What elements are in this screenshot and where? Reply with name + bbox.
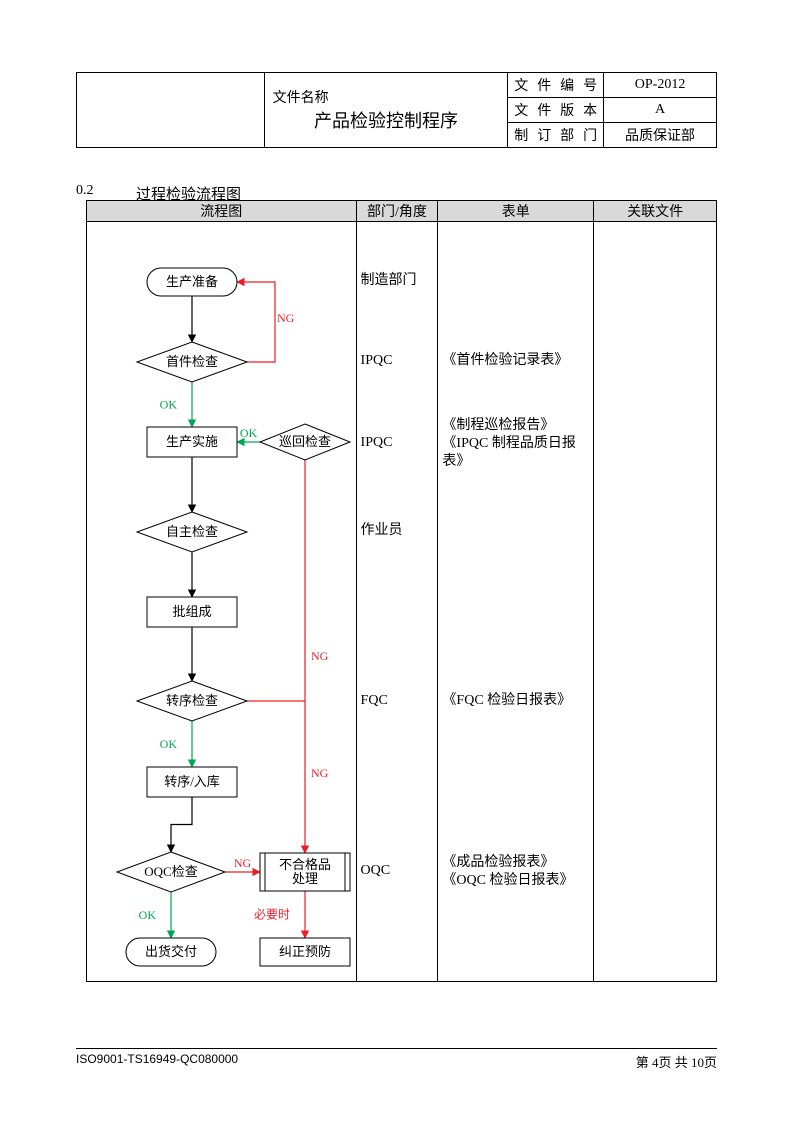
svg-text:NG: NG (277, 311, 295, 325)
svg-text:不合格品: 不合格品 (279, 857, 331, 872)
node-nc: 不合格品处理 (260, 853, 350, 891)
svg-text:OK: OK (160, 737, 178, 751)
flowchart: NG OK OK OK NG NG OK NG 必要时 生产准备首件检查生产实施 巡回检查自主检查批… (87, 222, 357, 982)
meta-value-0: OP-2012 (604, 73, 717, 98)
col-flow: 流程图 (87, 201, 357, 222)
dept-item: FQC (361, 692, 388, 710)
footer-left: ISO9001-TS16949-QC080000 (76, 1052, 238, 1066)
svg-text:NG: NG (311, 649, 329, 663)
form-item: 《FQC 检验日报表》 (442, 692, 571, 710)
svg-text:处理: 处理 (292, 871, 318, 886)
svg-text:首件检查: 首件检查 (166, 354, 218, 369)
node-self: 自主检查 (137, 512, 247, 552)
dept-cell: 制造部门 IPQC IPQC 作业员 FQC OQC (356, 222, 438, 982)
file-name-label: 文件名称 (271, 87, 502, 107)
svg-text:必要时: 必要时 (254, 908, 290, 922)
meta-label-1: 文件版本 (508, 98, 604, 123)
dept-item: 作业员 (361, 522, 403, 540)
section-number: 0.2 (76, 183, 94, 199)
svg-text:OK: OK (240, 426, 258, 440)
form-cell: 《首件检验记录表》《制程巡检报告》《IPQC 制程品质日报表》《FQC 检验日报… (438, 222, 594, 982)
node-patrol: 巡回检查 (260, 424, 350, 460)
svg-text:NG: NG (311, 766, 329, 780)
svg-text:转序/入库: 转序/入库 (164, 774, 220, 789)
svg-text:OQC检查: OQC检查 (144, 864, 197, 879)
doc-title: 产品检验控制程序 (271, 107, 502, 133)
node-impl: 生产实施 (147, 427, 237, 457)
svg-text:生产实施: 生产实施 (166, 434, 218, 449)
dept-item: IPQC (361, 352, 393, 370)
meta-value-2: 品质保证部 (604, 123, 717, 148)
svg-text:OK: OK (139, 908, 157, 922)
meta-label-2: 制 订 部 门 (508, 123, 604, 148)
main-table: 流程图 部门/角度 表单 关联文件 NG OK OK OK NG NG OK NG 必要时 生产准… (86, 200, 717, 982)
meta-label-0: 文件编号 (508, 73, 604, 98)
dept-item: IPQC (361, 434, 393, 452)
flowchart-cell: NG OK OK OK NG NG OK NG 必要时 生产准备首件检查生产实施 巡回检查自主检查批… (87, 222, 357, 982)
col-rel: 关联文件 (594, 201, 717, 222)
col-dept: 部门/角度 (356, 201, 438, 222)
node-oqc: OQC检查 (117, 852, 225, 892)
node-prep: 生产准备 (147, 268, 237, 296)
svg-text:自主检查: 自主检查 (166, 524, 218, 539)
svg-text:NG: NG (234, 856, 252, 870)
form-item: 《成品检验报表》《OQC 检验日报表》 (442, 854, 573, 890)
node-first: 首件检查 (137, 342, 247, 382)
rel-cell (594, 222, 717, 982)
svg-text:巡回检查: 巡回检查 (279, 434, 331, 449)
node-capa: 纠正预防 (260, 938, 350, 966)
logo-cell (77, 73, 265, 148)
node-ship: 出货交付 (126, 938, 216, 966)
col-form: 表单 (438, 201, 594, 222)
node-trans: 转序检查 (137, 681, 247, 721)
footer-right: 第 4页 共 10页 (636, 1052, 717, 1071)
dept-item: OQC (361, 862, 391, 880)
node-store: 转序/入库 (147, 767, 237, 797)
footer-line (76, 1048, 717, 1049)
node-batch: 批组成 (147, 597, 237, 627)
svg-text:转序检查: 转序检查 (166, 693, 218, 708)
svg-text:批组成: 批组成 (172, 604, 211, 619)
header-table: 文件名称 产品检验控制程序 文件编号 OP-2012 文件版本 A 制 订 部 … (76, 72, 717, 148)
form-item: 《制程巡检报告》《IPQC 制程品质日报表》 (442, 417, 593, 471)
svg-text:OK: OK (160, 398, 178, 412)
svg-text:纠正预防: 纠正预防 (279, 944, 331, 959)
svg-text:出货交付: 出货交付 (145, 944, 197, 959)
doc-title-cell: 文件名称 产品检验控制程序 (264, 73, 508, 148)
form-item: 《首件检验记录表》 (442, 352, 568, 370)
meta-value-1: A (604, 98, 717, 123)
svg-text:生产准备: 生产准备 (166, 274, 218, 289)
dept-item: 制造部门 (361, 272, 417, 290)
